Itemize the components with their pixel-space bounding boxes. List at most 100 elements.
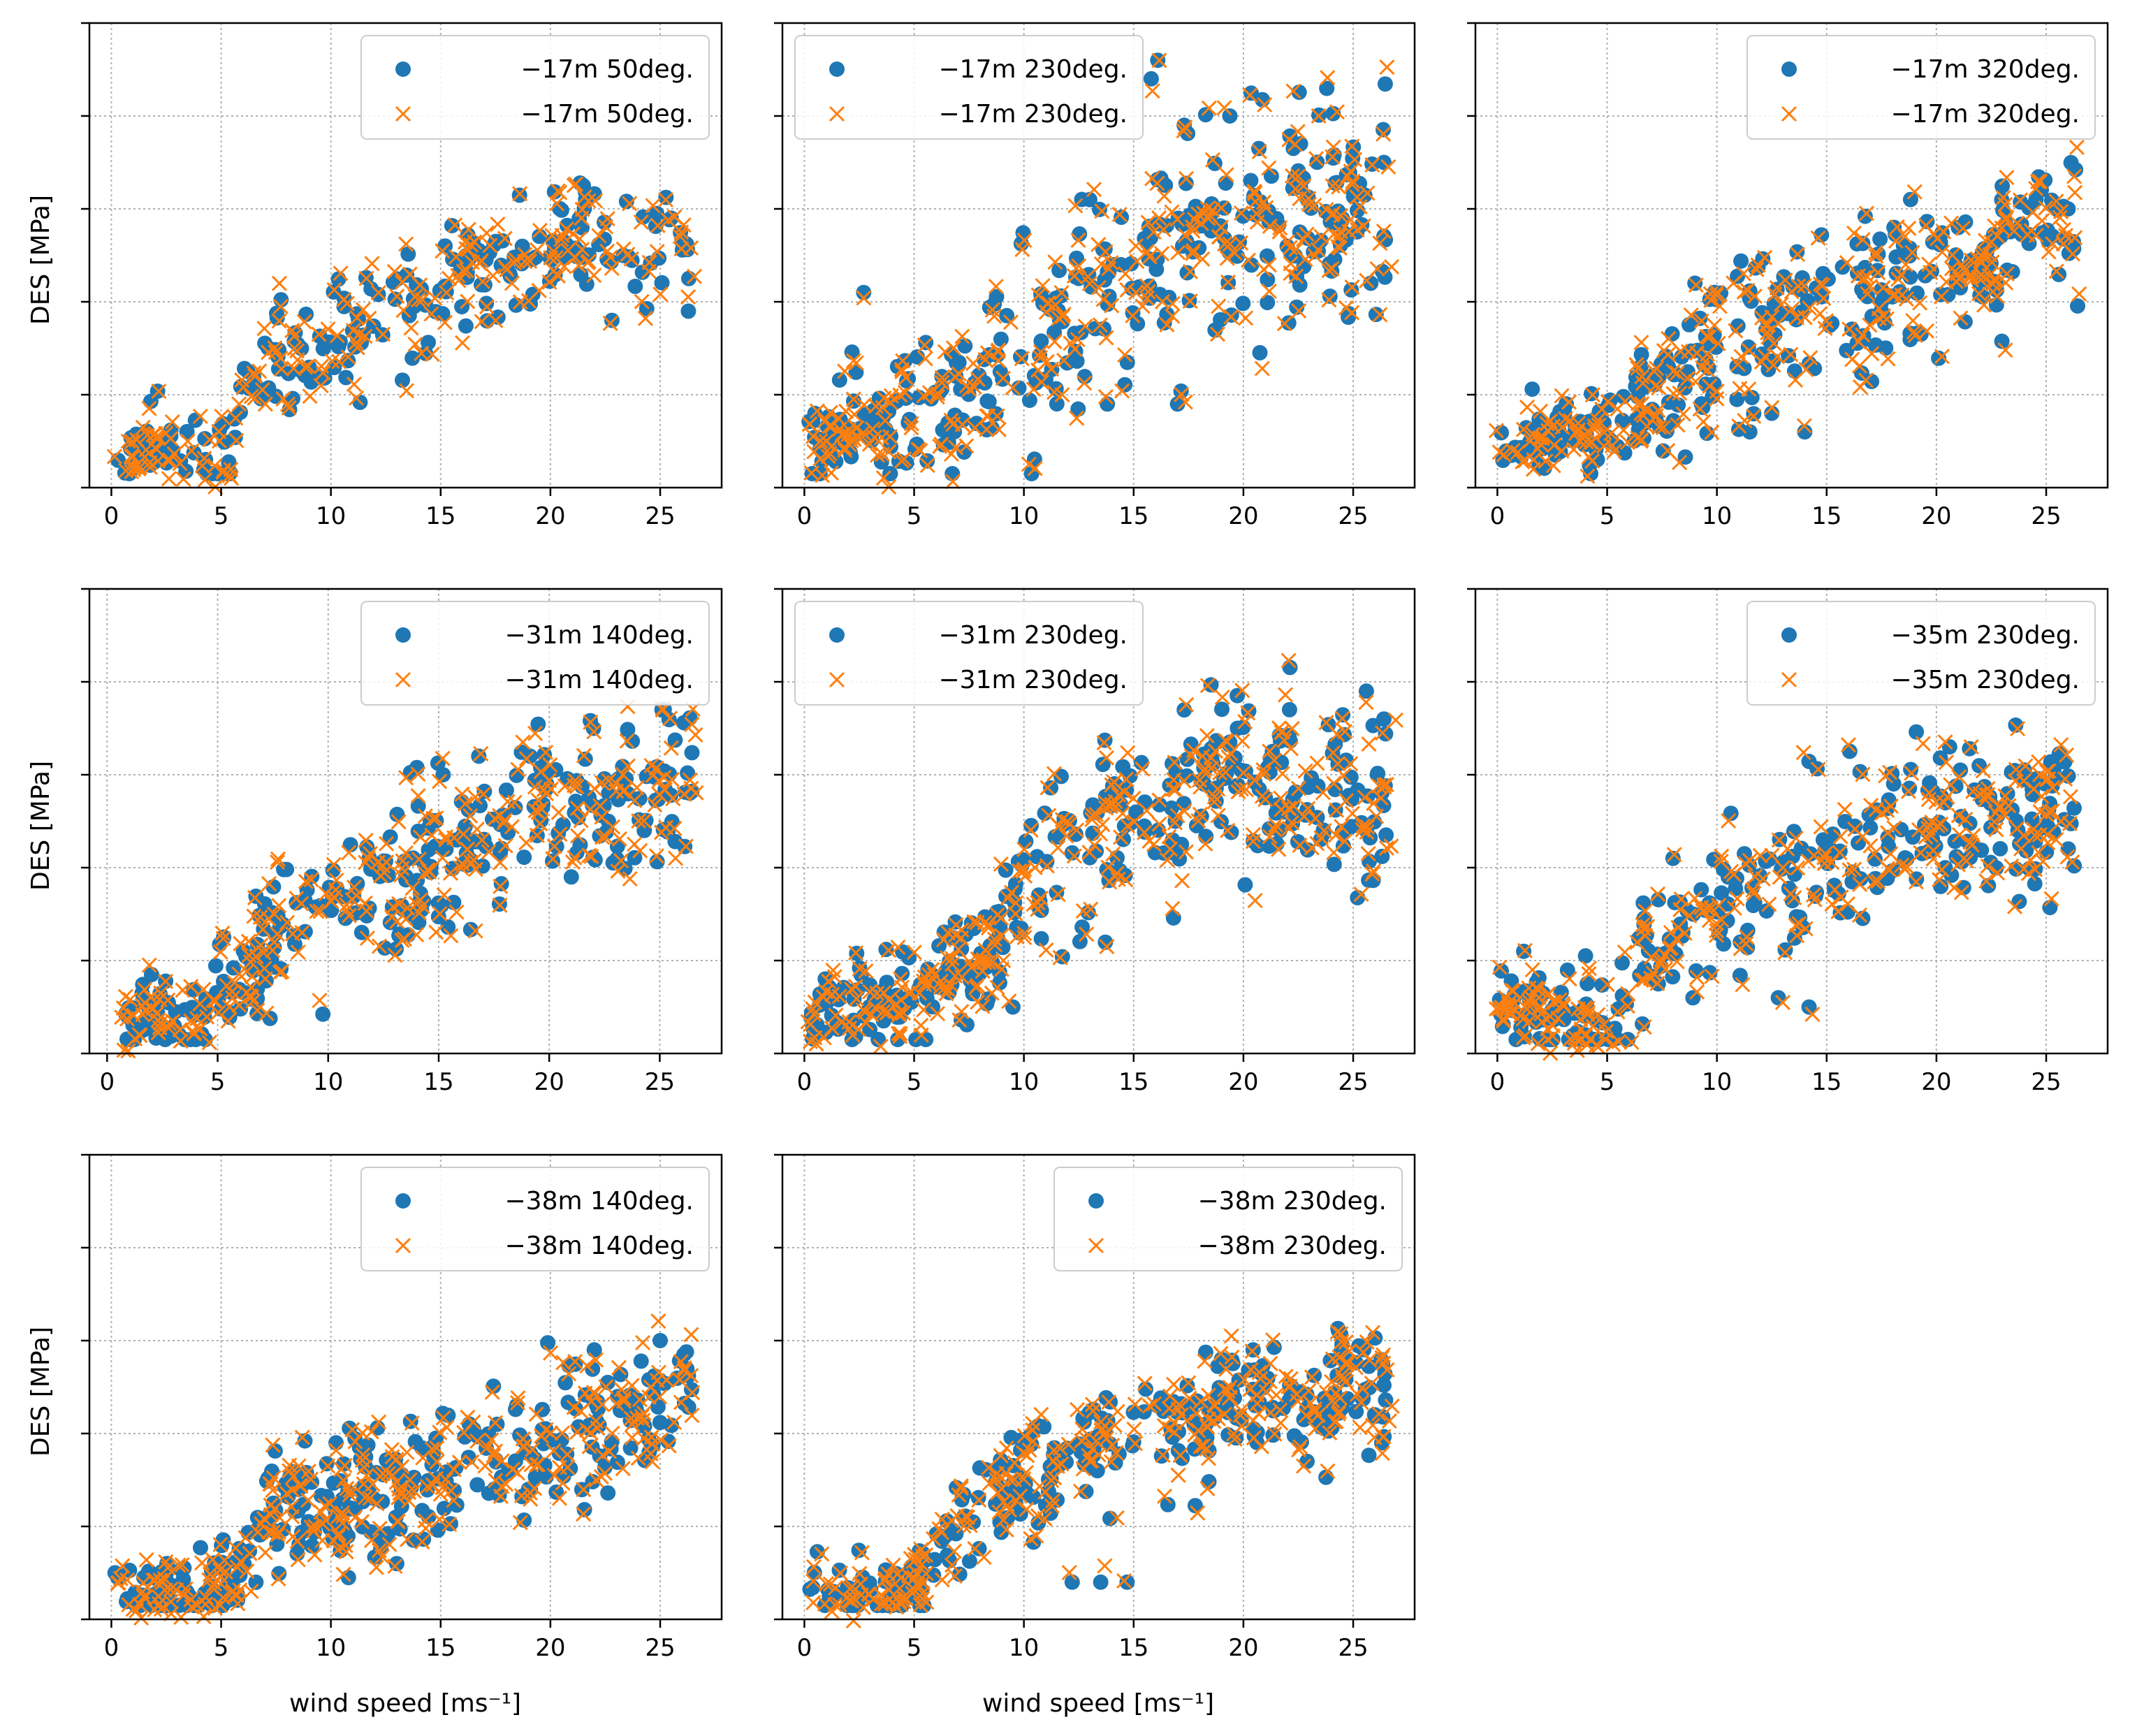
data-point-x xyxy=(196,451,212,467)
x-tick-label: 20 xyxy=(535,502,565,530)
legend-label-a: −35m 230deg. xyxy=(1891,621,2080,650)
data-point xyxy=(500,824,516,840)
data-point-x xyxy=(546,243,562,259)
data-point-x xyxy=(1077,318,1093,335)
data-point-x xyxy=(571,257,587,274)
legend-box xyxy=(794,35,1144,140)
data-point-x xyxy=(1067,198,1084,214)
legend-label-b: −31m 140deg. xyxy=(505,666,694,694)
data-point-x xyxy=(1199,200,1216,217)
data-point-x xyxy=(882,428,898,444)
data-point-x xyxy=(903,416,919,432)
data-point-x xyxy=(407,289,423,305)
data-point-x xyxy=(1580,468,1596,484)
data-point-x xyxy=(991,421,1007,437)
data-point-x xyxy=(1818,313,1834,329)
data-point-x xyxy=(1053,284,1070,301)
data-point-x xyxy=(398,236,414,252)
x-tick-label: 0 xyxy=(797,1068,812,1096)
data-point-x xyxy=(1810,230,1826,246)
data-point xyxy=(1179,265,1195,281)
x-tick-label: 5 xyxy=(210,1068,226,1096)
data-point-x xyxy=(1735,265,1751,282)
data-point-x xyxy=(520,293,537,309)
data-point-x xyxy=(818,433,834,449)
data-point-x xyxy=(1546,437,1562,453)
data-point-x xyxy=(1081,275,1097,292)
data-point-x xyxy=(460,242,476,258)
data-point xyxy=(1143,71,1159,87)
data-point-x xyxy=(1750,257,1766,273)
data-point xyxy=(1524,381,1540,397)
data-point-x xyxy=(1767,286,1783,302)
x-tick-label: 20 xyxy=(1921,502,1951,530)
data-point-x xyxy=(124,434,140,450)
data-point xyxy=(1161,289,1177,305)
data-point xyxy=(1776,269,1792,285)
data-point xyxy=(269,305,284,321)
data-point xyxy=(298,306,314,322)
data-point xyxy=(1067,343,1084,359)
subplot-4: 0 5 10 15 20 25−31m 140deg.−31m 140deg. xyxy=(81,588,723,1096)
data-point-x xyxy=(149,442,165,458)
data-point-x xyxy=(1987,218,2003,234)
data-point-x xyxy=(1237,310,1254,326)
data-point-x xyxy=(1672,385,1688,401)
data-point-x xyxy=(868,398,884,414)
data-point-x xyxy=(424,347,440,363)
data-point-x xyxy=(398,383,415,399)
data-point-x xyxy=(175,471,191,487)
data-point-x xyxy=(2025,204,2041,221)
data-point xyxy=(1878,340,1894,356)
data-point-x xyxy=(1554,443,1570,459)
data-point-x xyxy=(508,251,524,268)
data-point xyxy=(1494,425,1509,441)
data-point-x xyxy=(1321,263,1337,279)
data-point xyxy=(680,303,696,319)
data-point-x xyxy=(970,371,986,387)
data-point-x xyxy=(1594,401,1610,417)
data-point-x xyxy=(837,363,853,379)
data-point-x xyxy=(1953,310,1969,326)
data-point xyxy=(1853,365,1869,381)
data-point xyxy=(1582,458,1598,474)
data-point-x xyxy=(2048,194,2064,210)
data-point-x xyxy=(896,451,912,467)
data-point xyxy=(625,733,641,749)
data-point-x xyxy=(1812,276,1828,292)
data-point-x xyxy=(324,353,340,370)
data-point-x xyxy=(1128,238,1144,254)
legend-marker-circle xyxy=(395,627,411,643)
data-point xyxy=(1909,871,1925,887)
data-point-x xyxy=(1155,221,1172,238)
data-point-x xyxy=(934,374,950,391)
data-point-x xyxy=(1995,189,2011,206)
legend-label-b: −17m 320deg. xyxy=(1891,100,2080,129)
data-point xyxy=(1872,231,1888,247)
data-point xyxy=(992,975,1007,991)
data-point-x xyxy=(1033,374,1050,391)
data-point-x xyxy=(1248,194,1264,210)
data-point xyxy=(1117,377,1133,393)
data-point-x xyxy=(1628,357,1644,373)
legend: −38m 140deg.−38m 140deg. xyxy=(360,1167,710,1271)
data-point-x xyxy=(1770,349,1786,365)
data-point xyxy=(989,289,1005,305)
data-point-x xyxy=(355,302,371,318)
data-point-x xyxy=(812,451,829,467)
data-point-x xyxy=(1046,334,1063,350)
legend-label-b: −38m 140deg. xyxy=(505,1232,694,1260)
data-point-x xyxy=(1177,227,1193,243)
data-point-x xyxy=(451,272,467,289)
data-point-x xyxy=(2012,192,2029,208)
data-point xyxy=(462,921,479,938)
data-point-x xyxy=(1545,458,1561,474)
legend: −17m 50deg.−17m 50deg. xyxy=(360,35,710,140)
data-point xyxy=(878,942,894,958)
x-tick-label: 25 xyxy=(645,1634,675,1662)
data-point xyxy=(882,466,898,481)
data-point-x xyxy=(686,268,703,284)
data-point-x xyxy=(1648,408,1664,424)
data-point-x xyxy=(1301,196,1318,212)
data-point-x xyxy=(1233,205,1249,221)
